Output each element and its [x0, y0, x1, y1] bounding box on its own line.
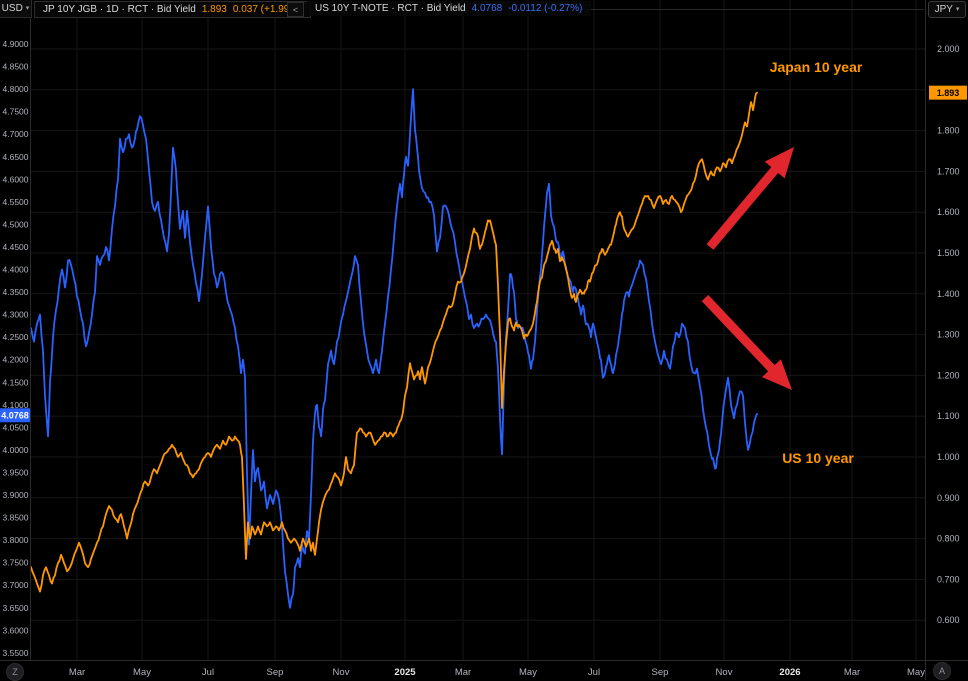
jp-last-price: 1.893: [201, 4, 227, 15]
right-axis-tick-label: 1.700: [937, 166, 960, 176]
us-10-year-annotation[interactable]: US 10 year: [782, 450, 854, 466]
right-axis-tick-label: 1.300: [937, 330, 960, 340]
right-price-scale[interactable]: 2.000 1.800 1.700 1.600 1.500 1.400 1.300 1.200…: [937, 44, 960, 625]
us-last-price: 4.0768: [471, 3, 503, 14]
right-scale-currency-button[interactable]: JPY ▾: [928, 1, 966, 18]
left-price-scale[interactable]: 4.9000 4.8500 4.8000 4.7500 4.7000 4.6500 4.60…: [3, 39, 29, 658]
auto-scale-button[interactable]: A: [933, 662, 951, 680]
left-axis-tick-label: 4.7500: [3, 107, 29, 117]
time-axis-month-label: Mar: [69, 667, 85, 678]
legend-us-10y-tnote[interactable]: US 10Y T-NOTE · RCT · Bid Yield 4.0768 -…: [307, 1, 591, 16]
left-axis-tick-label: 3.9000: [3, 490, 29, 500]
right-scale-currency-label: JPY: [934, 4, 953, 15]
left-axis-tick-label: 4.6000: [3, 174, 29, 184]
left-axis-tick-label: 3.7500: [3, 558, 29, 568]
up-trend-arrow-shaft: [706, 162, 783, 250]
series-line-japan[interactable]: [30, 91, 758, 593]
right-axis-tick-label: 0.900: [937, 493, 960, 503]
left-axis-tick-label: 4.7000: [3, 129, 29, 139]
left-axis-tick-label: 4.1000: [3, 400, 29, 410]
zoom-tool-button[interactable]: Z: [6, 663, 24, 681]
time-axis-year-label: 2026: [779, 667, 800, 678]
left-scale-currency-label: USD: [1, 3, 23, 14]
left-axis-tick-label: 4.5500: [3, 197, 29, 207]
time-scale[interactable]: Mar May Jul Sep Nov 2025 Mar May Jul Sep Nov 2026 Ma…: [69, 667, 925, 678]
jp-change: 0.037 (+1.99%): [232, 4, 302, 15]
right-axis-strip-bg: [926, 0, 968, 660]
us-last-price-tag: 4.0768: [1, 410, 29, 420]
legend-jp-10y-jgb[interactable]: JP 10Y JGB · 1D · RCT · Bid Yield 1.893 …: [34, 1, 311, 18]
chevron-down-icon: ▾: [25, 5, 30, 12]
right-axis-tick-label: 1.800: [937, 126, 960, 136]
left-axis-tick-label: 4.1500: [3, 377, 29, 387]
right-axis-tick-label: 1.100: [937, 411, 960, 421]
japan-10-year-annotation[interactable]: Japan 10 year: [769, 59, 863, 75]
left-axis-tick-label: 3.7000: [3, 580, 29, 590]
us-change: -0.0112 (-0.27%): [508, 3, 583, 14]
down-trend-arrow-shaft: [701, 294, 779, 376]
time-axis-month-label: Sep: [652, 667, 669, 678]
time-axis-month-label: Nov: [716, 667, 733, 678]
left-axis-tick-label: 4.9000: [3, 39, 29, 49]
legend-collapse-button[interactable]: <: [287, 2, 304, 17]
time-axis-month-label: Nov: [333, 667, 350, 678]
jp-symbol-title: JP 10Y JGB · 1D · RCT · Bid Yield: [43, 4, 196, 15]
right-axis-tick-label: 1.600: [937, 207, 960, 217]
left-axis-tick-label: 3.8500: [3, 513, 29, 523]
down-trend-arrow[interactable]: [761, 359, 792, 390]
time-axis-month-label: Sep: [267, 667, 284, 678]
left-axis-tick-label: 4.0500: [3, 422, 29, 432]
time-axis-month-label: May: [133, 667, 151, 678]
time-axis-month-label: Jul: [588, 667, 600, 678]
left-axis-tick-label: 4.8000: [3, 84, 29, 94]
left-axis-tick-label: 3.5500: [3, 648, 29, 658]
left-scale-currency-button[interactable]: USD ▾: [0, 0, 32, 18]
left-axis-tick-label: 4.3500: [3, 287, 29, 297]
time-axis-month-label: Jul: [202, 667, 214, 678]
japan-last-price-tag: 1.893: [937, 88, 960, 98]
time-axis-month-label: Mar: [844, 667, 860, 678]
right-axis-tick-label: 0.600: [937, 615, 960, 625]
time-axis-year-label: 2025: [394, 667, 416, 678]
left-axis-tick-label: 3.8000: [3, 535, 29, 545]
left-axis-tick-label: 4.4500: [3, 242, 29, 252]
chevron-down-icon: ▾: [955, 6, 960, 13]
time-axis-month-label: Mar: [455, 667, 471, 678]
time-axis-month-label: May: [519, 667, 537, 678]
left-axis-tick-label: 4.0000: [3, 445, 29, 455]
left-axis-tick-label: 4.5000: [3, 219, 29, 229]
right-axis-tick-label: 1.400: [937, 289, 960, 299]
left-axis-strip-bg: [0, 0, 30, 660]
japan-last-price-tag-bg: [929, 85, 967, 100]
left-axis-tick-label: 3.6000: [3, 625, 29, 635]
right-axis-tick-label: 0.700: [937, 574, 960, 584]
left-axis-tick-label: 4.2500: [3, 332, 29, 342]
left-axis-tick-label: 4.8500: [3, 62, 29, 72]
right-axis-tick-label: 2.000: [937, 44, 960, 54]
us-last-price-tag-bg: [0, 408, 30, 423]
right-axis-tick-label: 0.800: [937, 534, 960, 544]
left-axis-tick-label: 4.4000: [3, 265, 29, 275]
right-axis-tick-label: 1.000: [937, 452, 960, 462]
left-axis-tick-label: 4.6500: [3, 152, 29, 162]
up-trend-arrow[interactable]: [764, 147, 794, 179]
time-axis-month-label: May: [907, 667, 925, 678]
right-axis-tick-label: 1.200: [937, 370, 960, 380]
left-axis-tick-label: 4.2000: [3, 355, 29, 365]
us-symbol-title: US 10Y T-NOTE · RCT · Bid Yield: [315, 3, 466, 14]
right-axis-tick-label: 1.500: [937, 248, 960, 258]
series-line-us[interactable]: [30, 88, 758, 609]
left-axis-tick-label: 3.9500: [3, 467, 29, 477]
left-axis-tick-label: 4.3000: [3, 310, 29, 320]
left-axis-tick-label: 3.6500: [3, 603, 29, 613]
